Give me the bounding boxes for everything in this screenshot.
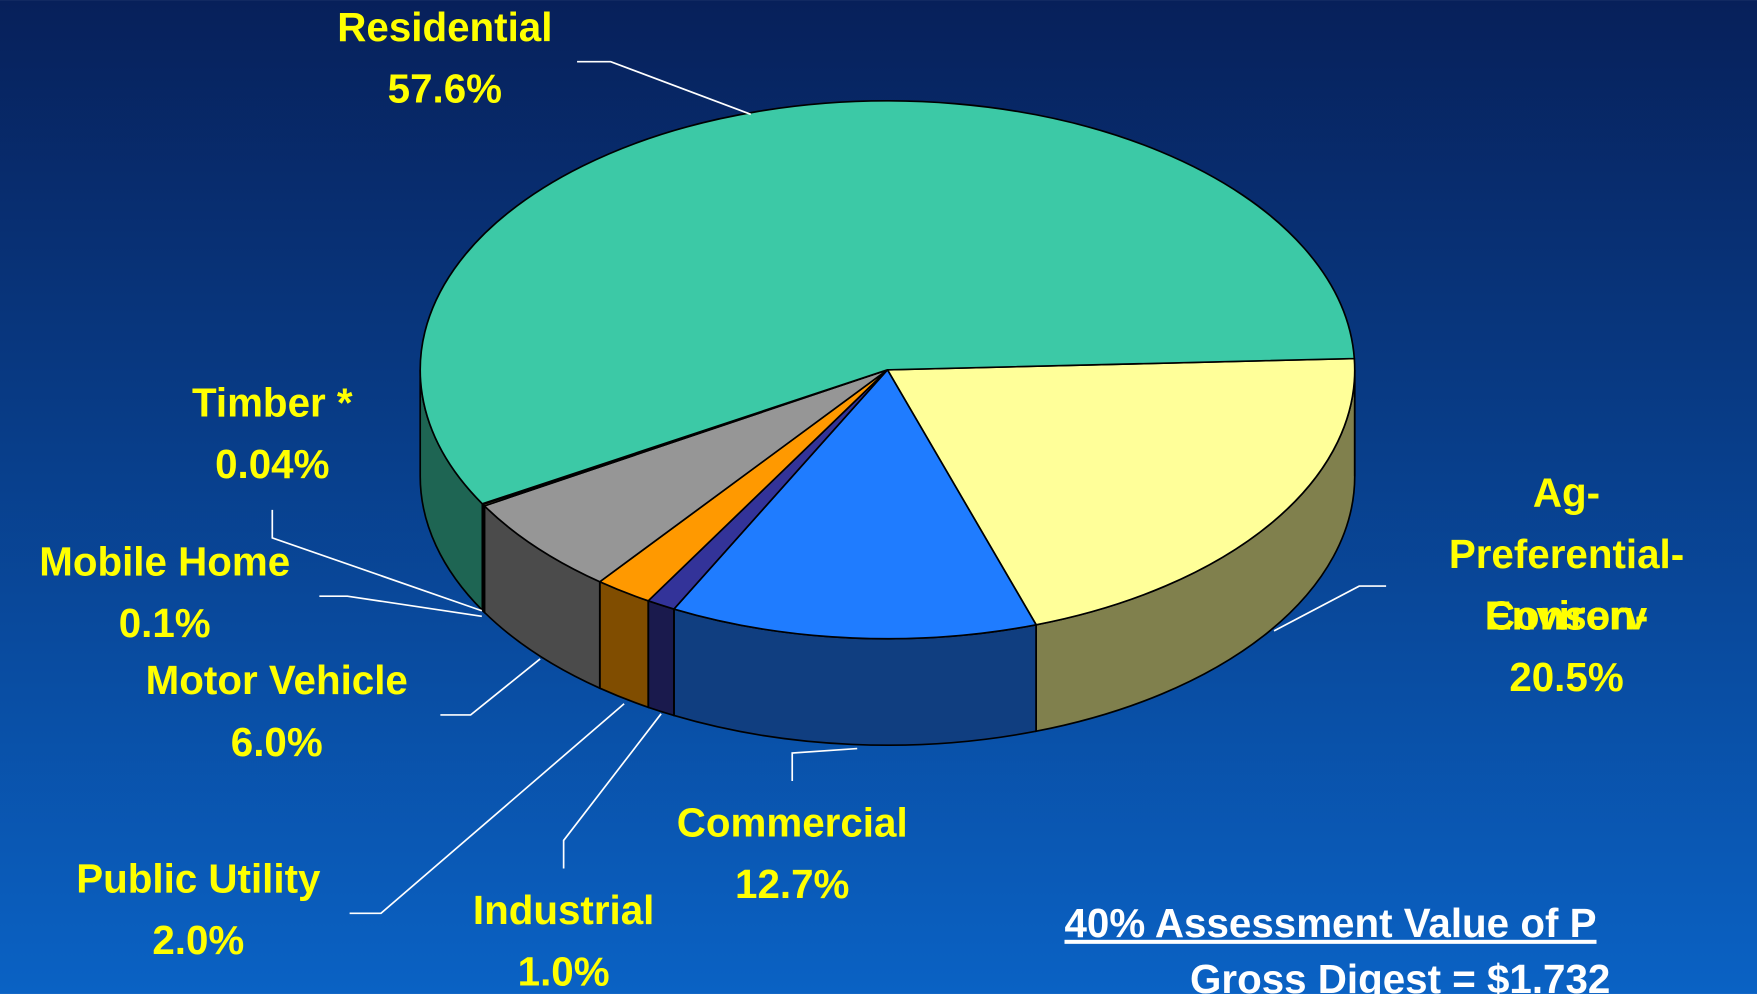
label-line: Environ-	[1485, 592, 1649, 638]
value-label: 6.0%	[231, 719, 323, 765]
note: 40% Assessment Value of P	[1065, 900, 1597, 946]
value-label: 0.1%	[119, 600, 211, 646]
slice-label: Timber *	[192, 379, 353, 425]
slice	[482, 369, 888, 583]
leader-line	[791, 747, 858, 782]
value-label: 20.5%	[1509, 654, 1623, 700]
leader-line	[577, 60, 752, 116]
value-label: 2.0%	[152, 917, 244, 963]
slice-side	[598, 580, 650, 709]
slice-label: Mobile Home	[39, 538, 290, 584]
note: Gross Digest = $1.732	[1190, 956, 1610, 994]
slice	[886, 357, 1356, 626]
label-line: Conserv	[1486, 592, 1648, 638]
slice-label: Commercial	[677, 800, 908, 846]
leader-line	[319, 595, 482, 618]
pie	[419, 100, 1356, 746]
value-label: 1.0%	[518, 949, 610, 994]
slice-label: Motor Vehicle	[146, 657, 408, 703]
leader-line	[440, 658, 541, 716]
label-line: Ag-	[1533, 469, 1600, 515]
slice	[419, 100, 1356, 505]
leader-line	[349, 703, 625, 915]
slice-label: Public Utility	[76, 856, 321, 902]
slice	[672, 368, 1038, 640]
labels: Ag- Preferential- Environ-Conserv 20.5% Comm…	[39, 4, 1684, 994]
slice-label: Residential	[337, 4, 552, 50]
label-line: Preferential-	[1449, 531, 1684, 577]
slice-label: Ag- Preferential- Environ-Conserv	[1449, 469, 1684, 638]
value-label: 12.7%	[735, 861, 849, 907]
slice-label: Industrial	[473, 887, 655, 933]
value-label: 0.04%	[215, 441, 329, 487]
leader-line	[1273, 585, 1387, 632]
leader-line	[562, 713, 662, 869]
slice-side	[647, 599, 675, 717]
leader-line	[271, 509, 483, 612]
value-label: 57.6%	[388, 66, 502, 112]
